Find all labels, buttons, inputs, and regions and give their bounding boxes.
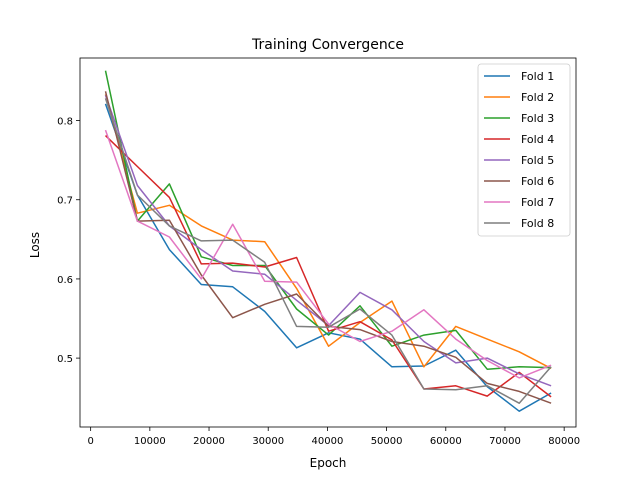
x-tick-label: 20000: [193, 436, 225, 447]
legend: Fold 1 Fold 2 Fold 3 Fold 4 Fold 5 Fold 6 Fold…: [477, 63, 571, 237]
x-tick-label: 40000: [312, 436, 344, 447]
x-tick-label: 60000: [430, 436, 462, 447]
x-tick-label: 30000: [252, 436, 284, 447]
legend-label: Fold 2: [521, 91, 554, 104]
series-line-3: [104, 70, 552, 370]
series-line-2: [104, 94, 552, 370]
series-line-7: [104, 129, 552, 379]
x-tick-label: 0: [87, 436, 93, 447]
y-tick-label: 0.6: [57, 275, 73, 286]
legend-label: Fold 3: [521, 112, 554, 125]
legend-label: Fold 8: [521, 217, 554, 230]
legend-label: Fold 6: [521, 175, 554, 188]
series-line-4: [104, 135, 552, 398]
plot-area: [104, 70, 552, 412]
legend-label: Fold 4: [521, 133, 554, 146]
x-axis-label: Epoch: [310, 456, 347, 470]
axes: 0 10000 20000 30000 40000 50000 60000 70000 8000…: [57, 57, 580, 447]
x-tick-label: 50000: [371, 436, 403, 447]
x-tick-label: 70000: [489, 436, 521, 447]
legend-label: Fold 1: [521, 70, 554, 83]
axes-frame: [79, 57, 577, 428]
y-tick-label: 0.7: [57, 196, 73, 207]
series-line-8: [104, 98, 552, 404]
y-tick-label: 0.5: [57, 354, 73, 365]
legend-label: Fold 7: [521, 196, 554, 209]
y-axis-label: Loss: [28, 232, 42, 258]
legend-box: [477, 63, 571, 237]
x-tick-label: 80000: [548, 436, 580, 447]
y-tick-label: 0.8: [57, 117, 73, 128]
legend-label: Fold 5: [521, 154, 554, 167]
chart-title: Training Convergence: [251, 37, 404, 53]
x-tick-label: 10000: [134, 436, 166, 447]
